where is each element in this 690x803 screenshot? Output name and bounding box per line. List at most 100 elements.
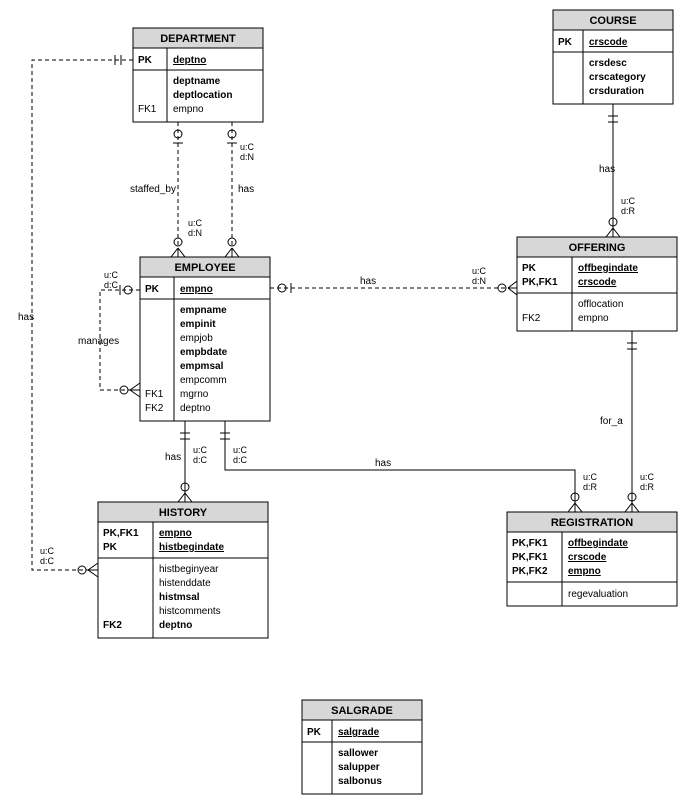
svg-text:PK: PK <box>307 727 322 738</box>
svg-text:has: has <box>375 458 391 469</box>
svg-text:deptlocation: deptlocation <box>173 90 232 101</box>
svg-text:salupper: salupper <box>338 762 380 773</box>
svg-text:has: has <box>18 312 34 323</box>
svg-text:empcomm: empcomm <box>180 375 227 386</box>
svg-text:empno: empno <box>173 104 204 115</box>
svg-text:offbegindate: offbegindate <box>578 263 638 274</box>
svg-text:u:C: u:C <box>104 270 119 280</box>
svg-text:empno: empno <box>159 528 192 539</box>
svg-text:has: has <box>360 276 376 287</box>
entity-history: HISTORY PK,FK1 empno PK histbegindate hi… <box>98 502 268 638</box>
rel-emp-history: has u:C d:C <box>165 421 208 502</box>
svg-text:FK1: FK1 <box>138 104 157 115</box>
entity-salgrade: SALGRADE PK salgrade sallower salupper s… <box>302 700 422 794</box>
svg-text:deptno: deptno <box>159 620 192 631</box>
rel-dept-history: has u:C d:C <box>18 55 133 577</box>
svg-text:mgrno: mgrno <box>180 389 209 400</box>
svg-text:empno: empno <box>568 566 601 577</box>
svg-text:manages: manages <box>78 336 119 347</box>
svg-text:u:C: u:C <box>193 445 208 455</box>
svg-text:u:C: u:C <box>472 266 487 276</box>
svg-text:d:N: d:N <box>188 228 202 238</box>
svg-text:empjob: empjob <box>180 333 213 344</box>
svg-text:offlocation: offlocation <box>578 299 623 310</box>
svg-text:u:C: u:C <box>188 218 203 228</box>
svg-text:sallower: sallower <box>338 748 378 759</box>
svg-text:d:R: d:R <box>640 482 655 492</box>
svg-text:PK: PK <box>522 263 537 274</box>
svg-text:u:C: u:C <box>583 472 598 482</box>
svg-text:has: has <box>165 452 181 463</box>
svg-text:PK: PK <box>558 37 573 48</box>
rel-emp-reg: has u:C d:C u:C d:R <box>220 421 598 512</box>
svg-text:empinit: empinit <box>180 319 216 330</box>
svg-text:d:N: d:N <box>472 276 486 286</box>
svg-text:HISTORY: HISTORY <box>159 507 208 519</box>
svg-text:d:C: d:C <box>233 455 248 465</box>
svg-text:COURSE: COURSE <box>589 15 636 27</box>
svg-text:has: has <box>599 164 615 175</box>
svg-text:d:C: d:C <box>104 280 119 290</box>
rel-dept-emp-staffed: staffed_by u:C d:N <box>130 122 203 257</box>
entity-employee: EMPLOYEE PK empno empname empinit empjob… <box>140 257 270 421</box>
svg-text:d:C: d:C <box>193 455 208 465</box>
svg-text:u:C: u:C <box>240 142 255 152</box>
svg-text:empno: empno <box>180 284 213 295</box>
svg-text:PK: PK <box>145 284 160 295</box>
svg-text:salgrade: salgrade <box>338 727 380 738</box>
rel-emp-offering: has u:C d:N <box>270 266 517 295</box>
svg-text:empno: empno <box>578 313 609 324</box>
svg-text:crscode: crscode <box>578 277 617 288</box>
svg-text:SALGRADE: SALGRADE <box>331 705 393 717</box>
svg-text:crscategory: crscategory <box>589 72 646 83</box>
svg-text:crscode: crscode <box>589 37 628 48</box>
svg-text:d:C: d:C <box>40 556 55 566</box>
svg-text:PK,FK1: PK,FK1 <box>512 538 548 549</box>
rel-emp-manages: manages u:C d:C <box>78 270 140 397</box>
entity-department: DEPARTMENT PK deptno deptname deptlocati… <box>133 28 263 122</box>
svg-text:empmsal: empmsal <box>180 361 224 372</box>
svg-text:crsduration: crsduration <box>589 86 644 97</box>
svg-text:OFFERING: OFFERING <box>569 242 626 254</box>
svg-text:histbegindate: histbegindate <box>159 542 224 553</box>
entity-course: COURSE PK crscode crsdesc crscategory cr… <box>553 10 673 104</box>
svg-text:FK2: FK2 <box>145 403 164 414</box>
svg-text:REGISTRATION: REGISTRATION <box>551 517 633 529</box>
entity-offering: OFFERING PK offbegindate PK,FK1 crscode … <box>517 237 677 331</box>
svg-text:histenddate: histenddate <box>159 578 211 589</box>
svg-text:deptname: deptname <box>173 76 221 87</box>
svg-text:FK1: FK1 <box>145 389 164 400</box>
svg-text:u:C: u:C <box>233 445 248 455</box>
svg-text:histcomments: histcomments <box>159 606 221 617</box>
svg-text:deptno: deptno <box>180 403 211 414</box>
rel-dept-emp-has: has u:C d:N <box>225 122 255 257</box>
svg-text:PK: PK <box>138 55 153 66</box>
rel-offering-reg: for_a u:C d:R <box>600 331 655 512</box>
svg-text:offbegindate: offbegindate <box>568 538 628 549</box>
svg-text:PK,FK2: PK,FK2 <box>512 566 548 577</box>
svg-text:FK2: FK2 <box>103 620 122 631</box>
svg-text:empbdate: empbdate <box>180 347 228 358</box>
svg-text:has: has <box>238 184 254 195</box>
svg-text:salbonus: salbonus <box>338 776 382 787</box>
svg-text:PK: PK <box>103 542 118 553</box>
svg-text:for_a: for_a <box>600 416 623 427</box>
svg-text:crsdesc: crsdesc <box>589 58 627 69</box>
svg-text:d:R: d:R <box>583 482 598 492</box>
svg-text:histmsal: histmsal <box>159 592 200 603</box>
svg-text:u:C: u:C <box>40 546 55 556</box>
svg-text:PK,FK1: PK,FK1 <box>522 277 558 288</box>
svg-text:u:C: u:C <box>640 472 655 482</box>
svg-text:FK2: FK2 <box>522 313 541 324</box>
svg-text:DEPARTMENT: DEPARTMENT <box>160 33 236 45</box>
svg-text:d:N: d:N <box>240 152 254 162</box>
svg-text:regevaluation: regevaluation <box>568 589 628 600</box>
svg-text:deptno: deptno <box>173 55 206 66</box>
svg-text:d:R: d:R <box>621 206 636 216</box>
rel-course-offering: has u:C d:R <box>599 104 636 237</box>
svg-text:PK,FK1: PK,FK1 <box>512 552 548 563</box>
svg-text:PK,FK1: PK,FK1 <box>103 528 139 539</box>
svg-text:staffed_by: staffed_by <box>130 184 176 195</box>
entity-registration: REGISTRATION PK,FK1 offbegindate PK,FK1 … <box>507 512 677 606</box>
er-diagram: DEPARTMENT PK deptno deptname deptlocati… <box>0 0 690 803</box>
